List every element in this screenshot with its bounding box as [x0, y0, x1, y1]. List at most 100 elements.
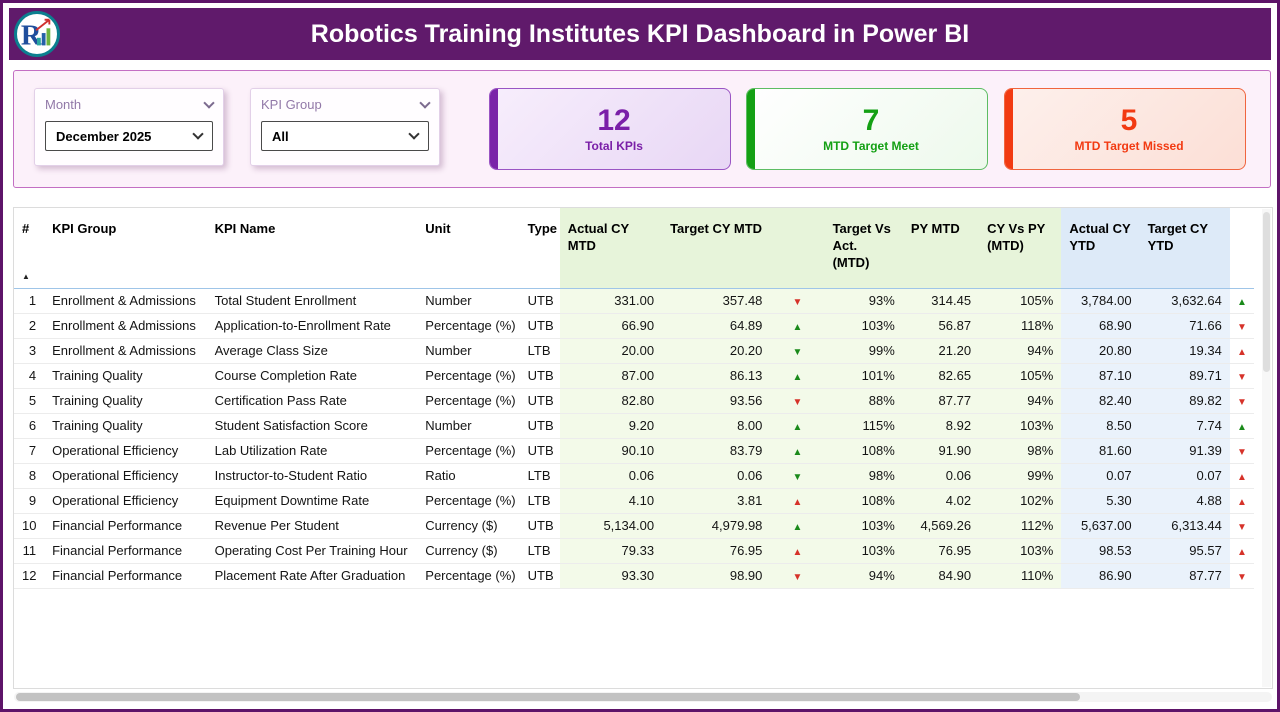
- table-row[interactable]: 4 Training Quality Course Completion Rate P…: [14, 363, 1254, 389]
- cell-tva_mtd: 93%: [824, 288, 903, 314]
- column-header-ytd-trend[interactable]: [1230, 208, 1254, 288]
- table-row[interactable]: 3 Enrollment & Admissions Average Class Si…: [14, 338, 1254, 364]
- column-header-type[interactable]: Type: [527, 221, 557, 236]
- trend-arrow-up: ▲: [792, 372, 803, 383]
- cell-num: 2: [14, 313, 45, 339]
- month-dropdown[interactable]: December 2025: [45, 121, 213, 151]
- trend-arrow-up: ▲: [1236, 422, 1247, 433]
- cell-name: Operating Cost Per Training Hour: [206, 538, 418, 564]
- trend-arrow-up: ▲: [792, 497, 803, 508]
- table-body: 1 Enrollment & Admissions Total Student En…: [14, 288, 1254, 589]
- cell-name: Lab Utilization Rate: [206, 438, 418, 464]
- cell-num: 7: [14, 438, 45, 464]
- sort-ascending-icon[interactable]: [22, 272, 30, 282]
- logo: R: [14, 11, 60, 57]
- cell-unit: Percentage (%): [417, 313, 520, 339]
- trend-arrow-up: ▲: [792, 547, 803, 558]
- cell-cy_vs_py: 99%: [979, 463, 1062, 489]
- horizontal-scrollbar[interactable]: [14, 692, 1272, 702]
- trend-down-icon: ▼: [1229, 438, 1254, 464]
- cell-group: Financial Performance: [44, 538, 207, 564]
- cell-tva_mtd: 88%: [824, 388, 903, 414]
- cell-name: Total Student Enrollment: [206, 288, 418, 314]
- trend-arrow-up: ▲: [1236, 472, 1247, 483]
- mtd-target-missed-value: 5: [1120, 103, 1138, 137]
- cell-py_mtd: 84.90: [902, 563, 980, 589]
- column-header-actual-cy-mtd[interactable]: Actual CY MTD: [559, 208, 663, 288]
- chevron-down-icon[interactable]: [203, 96, 215, 109]
- column-header-unit[interactable]: Unit: [425, 221, 451, 236]
- table-row[interactable]: 9 Operational Efficiency Equipment Downtim…: [14, 488, 1254, 514]
- column-header-target-cy-mtd[interactable]: Target CY MTD: [662, 208, 771, 288]
- column-header-kpi-name[interactable]: KPI Name: [214, 221, 276, 236]
- svg-text:R: R: [21, 20, 42, 51]
- table-row[interactable]: 12 Financial Performance Placement Rate Af…: [14, 563, 1254, 589]
- kpi-group-slicer: KPI Group All: [250, 88, 440, 166]
- trend-up-icon: ▲: [1229, 538, 1254, 564]
- trend-arrow-down: ▼: [792, 572, 803, 583]
- cell-cy_vs_py: 105%: [979, 288, 1062, 314]
- cell-actual_mtd: 82.80: [559, 388, 663, 414]
- trend-arrow-down: ▼: [792, 472, 803, 483]
- column-header-actual-cy-ytd[interactable]: Actual CY YTD: [1061, 208, 1140, 288]
- trend-down-icon: ▼: [1229, 313, 1254, 339]
- trend-up-icon: ▲: [770, 363, 825, 389]
- app-header: R Robotics Training Institutes KPI Dashb…: [9, 8, 1271, 60]
- trend-up-icon: ▲: [770, 513, 825, 539]
- trend-up-icon: ▲: [1229, 338, 1254, 364]
- table-row[interactable]: 6 Training Quality Student Satisfaction Sc…: [14, 413, 1254, 439]
- cell-target_mtd: 8.00: [662, 413, 771, 439]
- page-title: Robotics Training Institutes KPI Dashboa…: [310, 20, 970, 48]
- cell-unit: Number: [417, 338, 520, 364]
- cell-num: 1: [14, 288, 45, 314]
- table-row[interactable]: 11 Financial Performance Operating Cost Pe…: [14, 538, 1254, 564]
- horizontal-scrollbar-thumb[interactable]: [16, 693, 1080, 701]
- cell-type: UTB: [519, 363, 560, 389]
- cell-py_mtd: 76.95: [902, 538, 980, 564]
- vertical-scrollbar-thumb[interactable]: [1263, 212, 1270, 372]
- cell-target_mtd: 20.20: [662, 338, 771, 364]
- table-row[interactable]: 2 Enrollment & Admissions Application-to-E…: [14, 313, 1254, 339]
- trend-arrow-down: ▼: [1236, 397, 1247, 408]
- cell-py_mtd: 8.92: [902, 413, 980, 439]
- column-header-py-mtd[interactable]: PY MTD: [902, 208, 980, 288]
- logo-graphic: R: [21, 18, 51, 51]
- column-header-target-cy-ytd[interactable]: Target CY YTD: [1139, 208, 1230, 288]
- cell-actual_mtd: 90.10: [559, 438, 663, 464]
- cell-target_ytd: 95.57: [1139, 538, 1230, 564]
- column-header-mtd-trend[interactable]: [770, 208, 825, 288]
- column-header-rank[interactable]: #: [14, 208, 44, 288]
- cell-unit: Percentage (%): [417, 488, 520, 514]
- table-row[interactable]: 10 Financial Performance Revenue Per Stude…: [14, 513, 1254, 539]
- cell-actual_ytd: 5,637.00: [1061, 513, 1140, 539]
- cell-cy_vs_py: 112%: [979, 513, 1062, 539]
- filter-panel: Month December 2025 KPI Group All 12 To: [13, 70, 1271, 188]
- month-slicer: Month December 2025: [34, 88, 224, 166]
- cell-name: Average Class Size: [206, 338, 418, 364]
- cell-cy_vs_py: 103%: [979, 413, 1062, 439]
- table-row[interactable]: 7 Operational Efficiency Lab Utilization R…: [14, 438, 1254, 464]
- table-row[interactable]: 5 Training Quality Certification Pass Rate…: [14, 388, 1254, 414]
- column-header-target-vs-act-mtd[interactable]: Target Vs Act. (MTD): [824, 208, 903, 288]
- cell-name: Instructor-to-Student Ratio: [206, 463, 418, 489]
- table-row[interactable]: 1 Enrollment & Admissions Total Student En…: [14, 288, 1254, 314]
- table-row[interactable]: 8 Operational Efficiency Instructor-to-Stu…: [14, 463, 1254, 489]
- column-header-cy-vs-py-mtd[interactable]: CY Vs PY (MTD): [979, 208, 1062, 288]
- vertical-scrollbar[interactable]: [1262, 209, 1271, 687]
- cell-actual_ytd: 5.30: [1061, 488, 1140, 514]
- cell-actual_mtd: 87.00: [559, 363, 663, 389]
- cell-actual_mtd: 4.10: [559, 488, 663, 514]
- chevron-down-icon[interactable]: [419, 96, 431, 109]
- chevron-down-icon: [408, 128, 420, 140]
- cell-target_mtd: 3.81: [662, 488, 771, 514]
- cell-group: Enrollment & Admissions: [44, 288, 207, 314]
- kpi-group-dropdown[interactable]: All: [261, 121, 429, 151]
- cell-actual_mtd: 20.00: [559, 338, 663, 364]
- kpi-group-slicer-label: KPI Group: [261, 97, 322, 112]
- cell-name: Placement Rate After Graduation: [206, 563, 418, 589]
- trend-up-icon: ▲: [770, 488, 825, 514]
- mtd-target-missed-label: MTD Target Missed: [1074, 138, 1184, 153]
- cell-actual_ytd: 68.90: [1061, 313, 1140, 339]
- column-header-kpi-group[interactable]: KPI Group: [52, 221, 117, 236]
